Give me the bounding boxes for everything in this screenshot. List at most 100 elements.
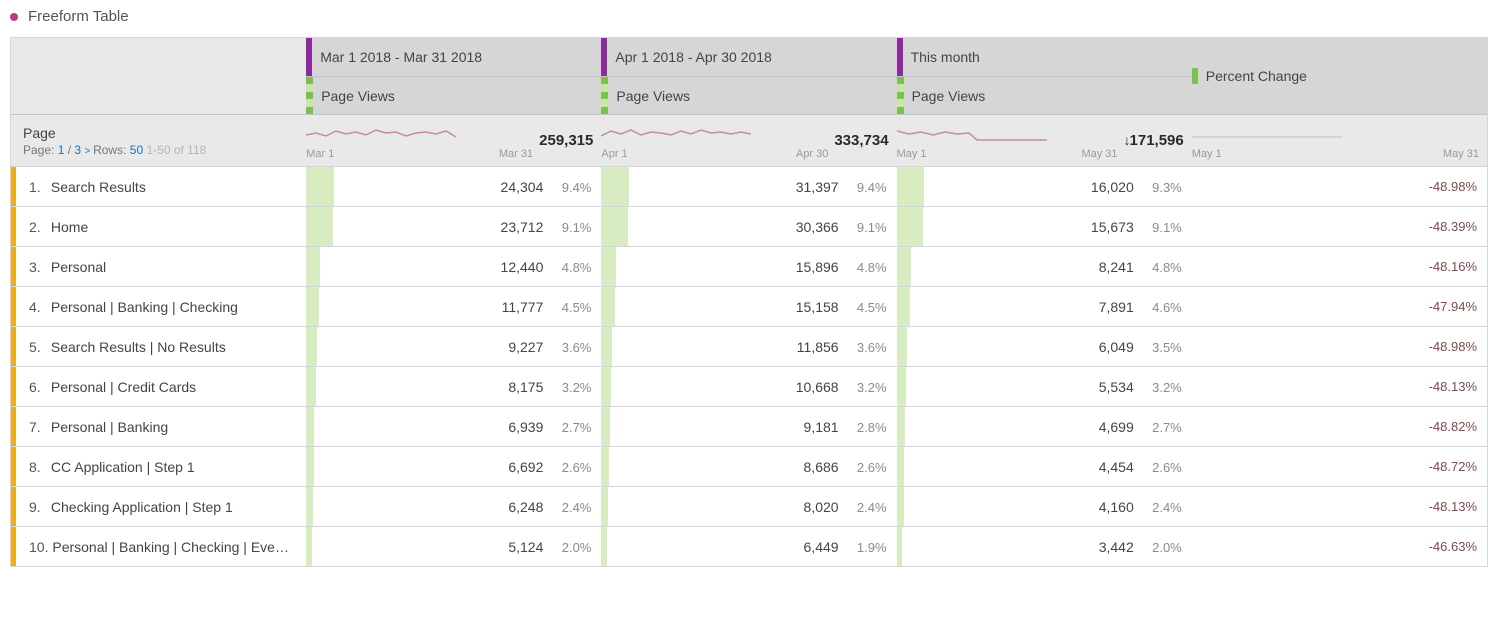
sparkline-icon <box>306 121 456 145</box>
table-row[interactable]: 2. Home23,7129.1%30,3669.1%15,6739.1%-48… <box>11 206 1487 246</box>
metric-value: 10,668 <box>796 379 839 395</box>
spark-from: May 1 <box>1192 148 1222 160</box>
metric-label: Page Views <box>912 88 986 104</box>
metric-value: 9,181 <box>804 419 839 435</box>
dimension-cell[interactable]: 7. Personal | Banking <box>11 406 306 446</box>
table-row[interactable]: 10. Personal | Banking | Checking | Eve…… <box>11 526 1487 566</box>
dimension-tag-icon <box>11 367 16 406</box>
table-row[interactable]: 9. Checking Application | Step 16,2482.4… <box>11 486 1487 526</box>
metric-cell: 8,6862.6% <box>601 446 896 486</box>
header-range-2[interactable]: This month <box>897 38 1192 76</box>
dimension-cell[interactable]: 9. Checking Application | Step 1 <box>11 486 306 526</box>
row-number: 9. <box>29 499 47 515</box>
row-label: Search Results | No Results <box>51 339 226 355</box>
metric-value: 4,454 <box>1099 459 1134 475</box>
header-pct-change[interactable]: Percent Change <box>1192 38 1487 114</box>
metric-cell: 8,2414.8% <box>897 246 1192 286</box>
row-label: Personal | Banking | Checking <box>51 299 238 315</box>
table-row[interactable]: 4. Personal | Banking | Checking11,7774.… <box>11 286 1487 326</box>
metric-value: 3,442 <box>1099 539 1134 555</box>
table-row[interactable]: 6. Personal | Credit Cards8,1753.2%10,66… <box>11 366 1487 406</box>
row-number: 4. <box>29 299 47 315</box>
header-metric-0[interactable]: Page Views <box>306 76 601 114</box>
dimension-cell[interactable]: 5. Search Results | No Results <box>11 326 306 366</box>
grip-green-icon <box>897 77 904 114</box>
metric-pct: 2.6% <box>1146 460 1182 475</box>
spark-from: May 1 <box>897 148 927 160</box>
grip-green-icon <box>306 77 313 114</box>
table-row[interactable]: 5. Search Results | No Results9,2273.6%1… <box>11 326 1487 366</box>
metric-value: 24,304 <box>501 179 544 195</box>
metric-pct: 2.4% <box>1146 500 1182 515</box>
dimension-cell[interactable]: 4. Personal | Banking | Checking <box>11 286 306 326</box>
metric-pct: 3.2% <box>851 380 887 395</box>
metric-cell: 3,4422.0% <box>897 526 1192 566</box>
table-row[interactable]: 8. CC Application | Step 16,6922.6%8,686… <box>11 446 1487 486</box>
header-range-0[interactable]: Mar 1 2018 - Mar 31 2018 <box>306 38 601 76</box>
grip-purple-icon <box>306 38 312 76</box>
rows-value[interactable]: 50 <box>130 143 143 157</box>
metric-value: 31,397 <box>796 179 839 195</box>
rows-range: 1-50 of 118 <box>146 143 206 157</box>
bullet-icon <box>10 13 18 21</box>
metric-pct: 2.0% <box>555 540 591 555</box>
metric-value: 16,020 <box>1091 179 1134 195</box>
spark-to: Mar 31 <box>499 148 533 160</box>
table-row[interactable]: 1. Search Results24,3049.4%31,3979.4%16,… <box>11 166 1487 206</box>
pager-total: 3 <box>74 143 81 157</box>
table-row[interactable]: 3. Personal12,4404.8%15,8964.8%8,2414.8%… <box>11 246 1487 286</box>
table-row[interactable]: 7. Personal | Banking6,9392.7%9,1812.8%4… <box>11 406 1487 446</box>
metric-pct: 2.6% <box>555 460 591 475</box>
grip-purple-icon <box>601 38 607 76</box>
dimension-cell[interactable]: 8. CC Application | Step 1 <box>11 446 306 486</box>
header-range-1[interactable]: Apr 1 2018 - Apr 30 2018 <box>601 38 896 76</box>
metric-pct: 9.3% <box>1146 180 1182 195</box>
metric-pct: 3.6% <box>555 340 591 355</box>
metric-pct: 9.1% <box>851 220 887 235</box>
panel-title-row: Freeform Table <box>10 8 1488 25</box>
dimension-cell[interactable]: 10. Personal | Banking | Checking | Eve… <box>11 526 306 566</box>
pct-change-cell: -48.13% <box>1192 486 1487 526</box>
dimension-tag-icon <box>11 447 16 486</box>
pct-change-cell: -48.13% <box>1192 366 1487 406</box>
chevron-right-icon[interactable]: > <box>84 146 93 157</box>
metric-value: 9,227 <box>508 339 543 355</box>
spark-from: Apr 1 <box>601 148 627 160</box>
metric-cell: 8,1753.2% <box>306 366 601 406</box>
metric-pct: 2.4% <box>851 500 887 515</box>
pager-prefix: Page: <box>23 143 54 157</box>
metric-cell: 7,8914.6% <box>897 286 1192 326</box>
row-number: 3. <box>29 259 47 275</box>
metric-value: 6,939 <box>508 419 543 435</box>
metric-cell: 10,668 3.2% <box>601 366 896 406</box>
dimension-pager[interactable]: Page: 1 / 3 > Rows: 50 1-50 of 118 <box>23 143 298 157</box>
metric-value: 5,534 <box>1099 379 1134 395</box>
dimension-cell[interactable]: 6. Personal | Credit Cards <box>11 366 306 406</box>
header-empty <box>11 38 306 114</box>
pct-change-cell: -48.98% <box>1192 166 1487 206</box>
metric-cell: 4,454 2.6% <box>897 446 1192 486</box>
pct-change-cell: -48.72% <box>1192 446 1487 486</box>
dimension-cell[interactable]: 2. Home <box>11 206 306 246</box>
column-total: 333,734 <box>834 132 888 149</box>
dimension-cell[interactable]: 1. Search Results <box>11 166 306 206</box>
dimension-label: Page <box>23 125 298 141</box>
metric-value: 8,175 <box>508 379 543 395</box>
dimension-cell[interactable]: 3. Personal <box>11 246 306 286</box>
metric-value: 6,049 <box>1099 339 1134 355</box>
metric-value: 8,686 <box>804 459 839 475</box>
metric-cell: 11,7774.5% <box>306 286 601 326</box>
dimension-tag-icon <box>11 407 16 446</box>
header-metric-2[interactable]: Page Views <box>897 76 1192 114</box>
freeform-table: Mar 1 2018 - Mar 31 2018 Apr 1 2018 - Ap… <box>10 37 1488 567</box>
metric-cell: 4,6992.7% <box>897 406 1192 446</box>
metric-cell: 9,227 3.6% <box>306 326 601 366</box>
sparkline-icon <box>1192 121 1342 145</box>
metric-cell: 6,4491.9% <box>601 526 896 566</box>
metric-value: 4,160 <box>1099 499 1134 515</box>
dimension-header[interactable]: Page Page: 1 / 3 > Rows: 50 1-50 of 118 <box>11 114 306 166</box>
header-metric-1[interactable]: Page Views <box>601 76 896 114</box>
spark-to: May 31 <box>1443 148 1479 160</box>
range-label: Mar 1 2018 - Mar 31 2018 <box>320 49 482 65</box>
metric-cell: 12,4404.8% <box>306 246 601 286</box>
